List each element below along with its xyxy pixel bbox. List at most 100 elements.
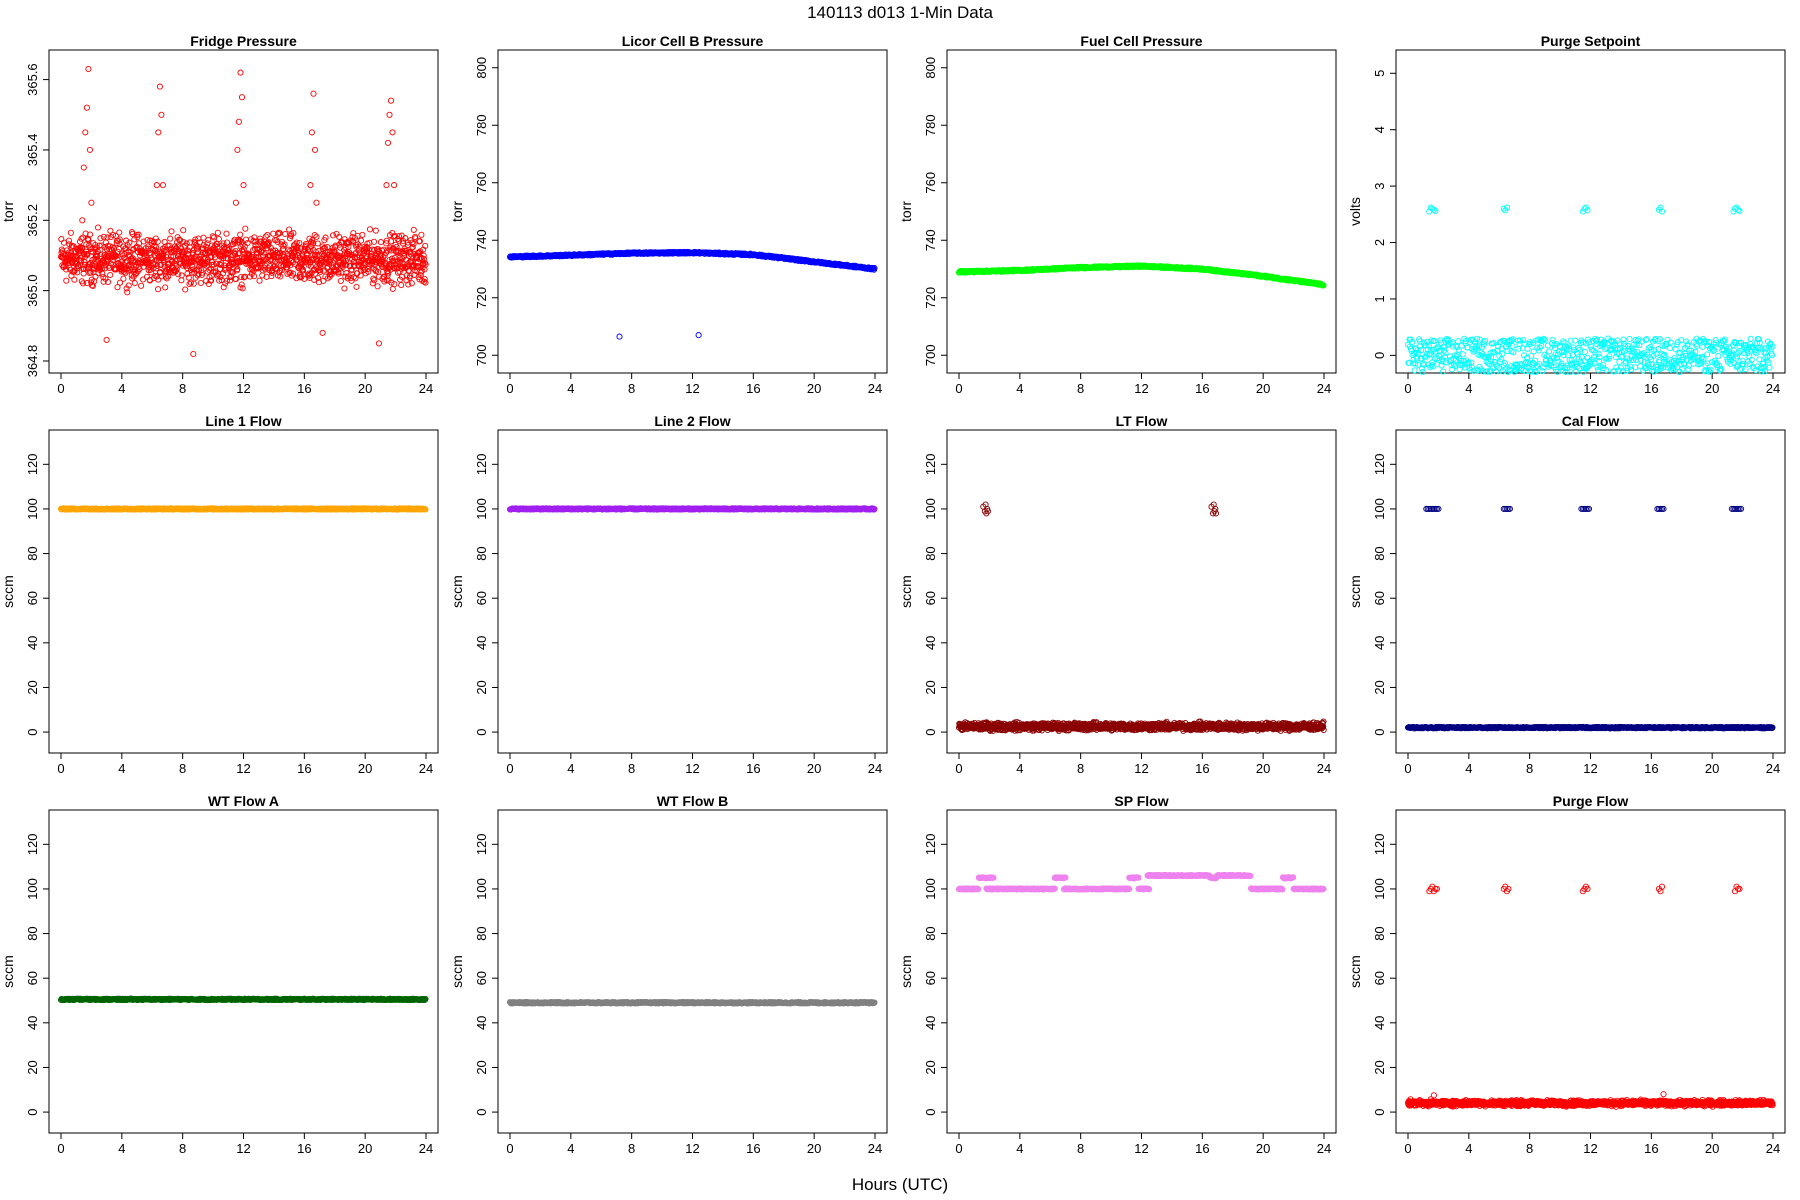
y-tick-label: 100	[474, 498, 489, 520]
data-point	[1626, 335, 1633, 343]
data-point-outlier	[235, 118, 242, 125]
data-point	[129, 275, 136, 282]
data-point-outlier	[156, 83, 163, 90]
y-tick-label: 2	[1372, 239, 1387, 246]
data-point	[94, 251, 101, 258]
data-point	[1482, 337, 1489, 344]
y-tick-label: 100	[25, 498, 40, 520]
x-tick-label: 24	[1766, 381, 1780, 396]
data-point-outlier	[1736, 207, 1743, 214]
data-point	[1596, 354, 1603, 361]
data-point	[1419, 369, 1426, 376]
x-tick-label: 4	[1016, 381, 1023, 396]
data-point	[63, 266, 70, 273]
data-point	[1581, 348, 1588, 355]
data-point	[154, 262, 161, 269]
data-point	[66, 265, 73, 272]
x-tick-label: 4	[567, 761, 574, 776]
data-point-outlier	[383, 182, 390, 189]
y-tick-label: 740	[923, 229, 938, 251]
x-tick-label: 24	[1317, 381, 1331, 396]
data-point-outlier	[80, 164, 87, 171]
data-point	[97, 235, 104, 242]
x-tick-label: 4	[1465, 381, 1472, 396]
data-point	[67, 229, 74, 236]
data-point	[1452, 363, 1459, 370]
data-point	[148, 262, 155, 270]
y-axis-label: volts	[1347, 197, 1363, 226]
data-point-outlier	[319, 329, 326, 336]
data-point	[65, 237, 72, 244]
data-point	[209, 233, 216, 240]
data-point	[151, 261, 158, 268]
data-point	[237, 231, 244, 238]
data-point	[220, 284, 227, 291]
data-point	[1747, 335, 1754, 342]
y-axis-label: torr	[898, 201, 914, 222]
data-point-outlier	[240, 182, 247, 189]
x-tick-label: 4	[118, 761, 125, 776]
y-tick-label: 364.8	[25, 345, 40, 378]
data-point	[224, 255, 232, 262]
data-point	[60, 239, 68, 246]
data-points	[57, 505, 429, 513]
data-point-outlier	[153, 182, 160, 189]
data-point	[206, 266, 213, 273]
data-point	[1753, 350, 1760, 357]
y-tick-label: 1	[1372, 295, 1387, 302]
data-point-outlier	[85, 65, 92, 73]
data-point	[135, 231, 142, 238]
data-point	[191, 253, 198, 260]
figure-title: 140113 d013 1-Min Data	[807, 3, 993, 22]
data-point	[358, 237, 365, 244]
data-point	[232, 251, 239, 258]
data-point	[87, 245, 94, 253]
data-point-outlier	[190, 350, 197, 358]
x-tick-label: 24	[419, 381, 433, 396]
data-point	[107, 260, 114, 267]
data-point	[153, 244, 160, 251]
data-point	[377, 239, 384, 246]
data-points	[506, 248, 878, 340]
data-point	[1704, 351, 1711, 358]
data-point-outlier	[234, 146, 241, 153]
data-point	[239, 285, 246, 292]
data-point	[155, 276, 162, 283]
y-tick-label: 120	[474, 453, 489, 475]
x-tick-label: 8	[1077, 381, 1084, 396]
data-point	[58, 236, 65, 243]
data-point	[1442, 359, 1450, 366]
data-point	[63, 277, 70, 284]
y-tick-label: 4	[1372, 126, 1387, 133]
data-point	[116, 229, 123, 236]
data-point	[167, 235, 174, 242]
x-tick-label: 16	[746, 761, 760, 776]
data-point	[398, 282, 405, 289]
y-tick-label: 20	[474, 680, 489, 694]
x-tick-label: 8	[628, 761, 635, 776]
data-point-outlier	[155, 129, 162, 136]
data-point	[194, 246, 201, 253]
data-point	[86, 261, 93, 268]
data-point	[95, 270, 102, 277]
data-point	[84, 251, 91, 258]
data-point	[223, 239, 231, 246]
data-point-outlier	[391, 182, 398, 189]
y-axis-label: sccm	[0, 575, 16, 608]
data-point	[78, 235, 85, 242]
data-point	[133, 269, 140, 276]
data-point	[125, 282, 132, 289]
y-tick-label: 20	[25, 680, 40, 694]
data-point	[1560, 338, 1567, 345]
x-tick-label: 8	[179, 761, 186, 776]
data-point	[90, 240, 97, 247]
x-tick-label: 0	[1404, 381, 1411, 396]
data-point	[238, 281, 245, 288]
data-point	[337, 277, 344, 285]
data-point	[77, 257, 85, 264]
data-point	[190, 266, 197, 273]
data-point	[181, 247, 188, 254]
